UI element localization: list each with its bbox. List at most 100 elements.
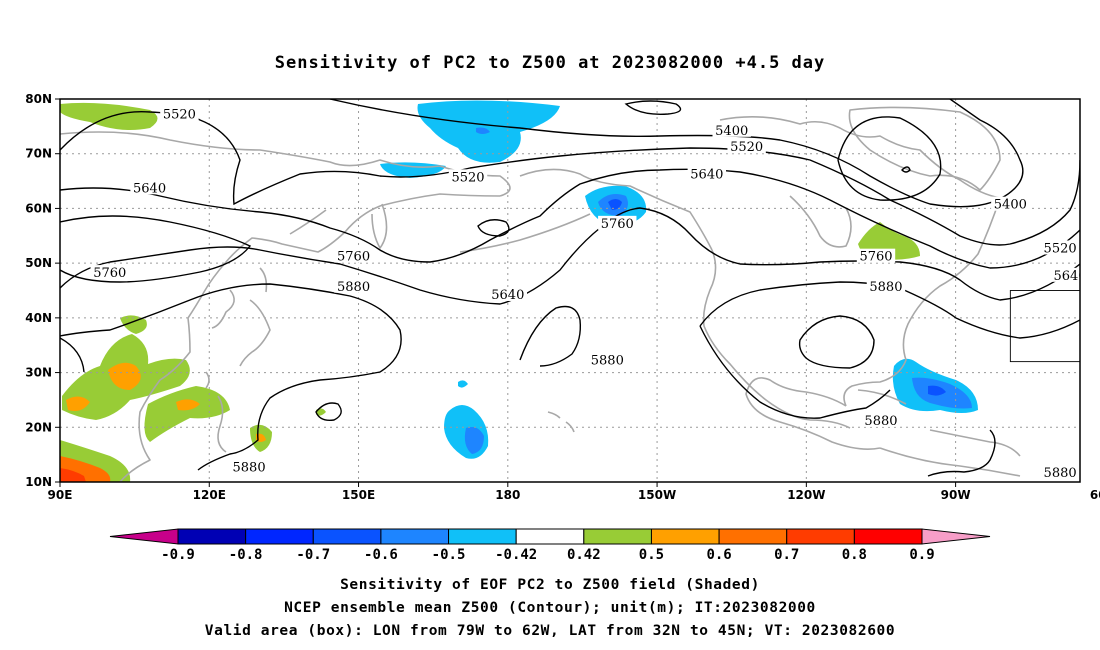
colorbar-high-arrow <box>921 528 991 545</box>
contour-line <box>901 166 911 173</box>
shade-positive-region <box>120 315 147 334</box>
contour-label-bg <box>160 106 199 121</box>
contour-label-bg <box>712 122 751 137</box>
coastline-kamchatka <box>371 203 388 249</box>
contour-label: 5520 <box>730 140 763 155</box>
contour-label-bg <box>334 278 373 293</box>
colorbar-swatch <box>786 528 855 545</box>
colorbar: -0.9 -0.8 -0.7 -0.6 -0.5 -0.42 0.42 0.5 0.6 0.7 0.… <box>109 528 991 563</box>
plot-frame <box>59 98 1081 483</box>
lon-tick-label: 60W <box>1090 488 1100 502</box>
lon-tick-label: 120W <box>787 488 825 502</box>
lon-tick-label: 120E <box>193 488 226 502</box>
coastline-hawaii <box>547 411 575 433</box>
colorbar-label: -0.5 <box>432 547 466 563</box>
colorbar-swatch <box>448 528 517 545</box>
contour-label: 5520 <box>163 107 196 122</box>
caption-contour-description: NCEP ensemble mean Z500 (Contour); unit(… <box>284 600 816 616</box>
contour-label-bg <box>1040 240 1080 255</box>
contour-label: 5880 <box>1044 466 1077 481</box>
contour-label-bg <box>687 166 727 181</box>
shade-positive-core <box>176 399 200 411</box>
contour-label: 5640 <box>1054 269 1087 284</box>
contour-line <box>60 337 85 373</box>
contour-line <box>519 305 582 367</box>
contour-line <box>315 402 342 422</box>
coastline-greenland <box>848 106 1001 191</box>
caption-shading-description: Sensitivity of EOF PC2 to Z500 field (Sh… <box>340 577 760 593</box>
sensitivity-shading <box>60 100 978 482</box>
colorbar-label: -0.8 <box>229 547 263 563</box>
shade-negative-core <box>608 199 622 210</box>
colorbar-swatch <box>177 528 247 545</box>
colorbar-label: 0.6 <box>706 547 731 563</box>
contour-label-bg <box>861 412 901 427</box>
shade-positive-core <box>60 468 86 482</box>
contour-line <box>798 315 875 369</box>
coastline-aleutians <box>459 213 591 253</box>
contour-labels: 5520540055205520564056405400576055205760… <box>90 106 1087 481</box>
shade-negative-region <box>380 162 446 178</box>
contour-label: 5640 <box>491 288 524 303</box>
coastline-gulf <box>745 377 881 450</box>
z500-contours <box>60 99 1080 477</box>
coastline-siberia <box>60 131 511 197</box>
coastline-japan <box>239 267 271 367</box>
colorbar-label: 0.9 <box>909 547 934 563</box>
lon-tick-label: 90W <box>941 488 971 502</box>
contour-label: 5880 <box>869 280 902 295</box>
coastline-canada-arctic <box>719 116 1001 199</box>
contour-line <box>60 207 1080 305</box>
shade-negative-region <box>458 380 468 388</box>
contour-label-bg <box>866 278 906 293</box>
contour-label-bg <box>130 180 169 195</box>
colorbar-label: 0.7 <box>774 547 799 563</box>
colorbar-swatch <box>853 528 923 545</box>
contour-label: 5640 <box>133 181 166 196</box>
contour-line <box>477 219 510 237</box>
colorbar-swatch <box>650 528 720 545</box>
colorbar-swatch <box>312 528 382 545</box>
colorbar-label: 0.42 <box>567 547 601 563</box>
colorbar-label: -0.6 <box>364 547 398 563</box>
shade-positive-region <box>144 386 230 442</box>
lat-tick-label: 60N <box>25 201 52 215</box>
contour-label: 5880 <box>337 280 370 295</box>
contour-label-bg <box>991 196 1030 211</box>
lat-tick-label: 50N <box>25 256 52 270</box>
lon-tick-label: 180 <box>495 488 520 502</box>
coastline-hudson-bay <box>789 195 852 248</box>
contour-label: 5880 <box>864 414 897 429</box>
lon-tick-label: 150E <box>342 488 375 502</box>
contour-label-bg <box>448 169 488 184</box>
contour-label: 5760 <box>93 266 126 281</box>
colorbar-label: -0.42 <box>495 547 537 563</box>
contour-line <box>699 325 891 419</box>
shade-positive-core <box>108 362 141 390</box>
coastline-cuba <box>857 389 907 405</box>
contour-line <box>927 429 996 477</box>
coastline-kurils <box>289 209 327 235</box>
coastline-na-west <box>702 249 851 429</box>
coastline-korea <box>211 289 235 329</box>
contour-label-bg <box>334 248 373 263</box>
contour-label: 5520 <box>451 170 484 185</box>
lat-tick-label: 20N <box>25 420 52 434</box>
shade-negative-core <box>464 427 484 454</box>
contour-label-bg <box>229 459 269 474</box>
colorbar-swatch <box>380 528 450 545</box>
contour-label-bg <box>727 139 766 154</box>
lat-tick-label: 10N <box>25 475 52 489</box>
contour-label-bg <box>856 248 896 263</box>
shade-negative-core <box>476 127 490 134</box>
colorbar-swatch <box>515 528 585 545</box>
plot-area: 5520540055205520564056405400576055205760… <box>60 99 1087 482</box>
contour-label: 5760 <box>859 250 892 265</box>
contour-label-bg <box>588 352 627 367</box>
lat-tick-label: 30N <box>25 366 52 380</box>
contour-label-bg <box>488 286 528 301</box>
contour-line <box>837 116 942 201</box>
colorbar-low-arrow <box>109 528 179 545</box>
shade-negative-core <box>928 385 946 396</box>
